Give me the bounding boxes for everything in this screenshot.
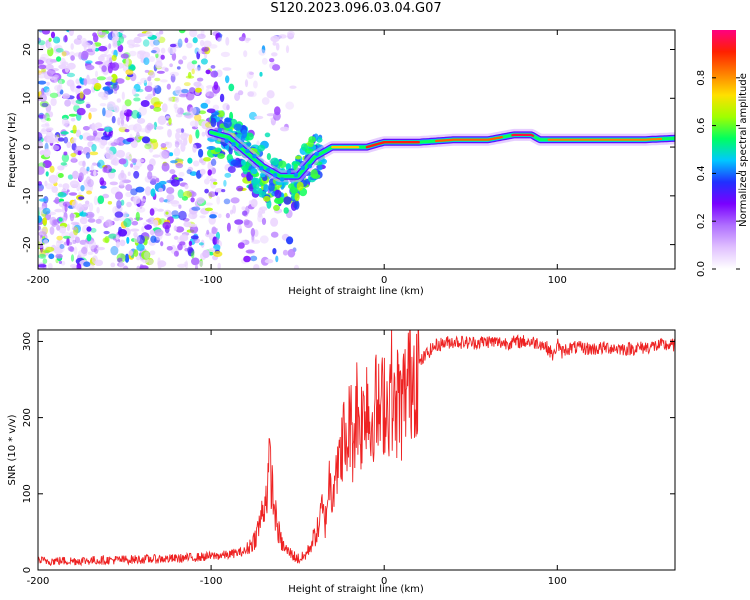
spectrogram-x-tick-label: -200	[27, 275, 50, 286]
spectrogram-xlabel: Height of straight line (km)	[288, 286, 424, 297]
spectrogram-x-tick-label: 0	[381, 275, 387, 286]
snr-frame	[37, 329, 676, 571]
snr-x-tick-label: -100	[200, 576, 223, 587]
figure-title: S120.2023.096.03.04.G07	[270, 1, 442, 16]
spectrogram-y-tick-label: 0	[22, 144, 33, 150]
spectrogram-frame	[37, 29, 676, 270]
snr-x-tick-label: -200	[27, 576, 50, 587]
spectrogram-y-tick-label: -20	[22, 236, 33, 252]
spectrogram-x-tick-label: 100	[548, 275, 567, 286]
snr-panel: -200 -100 0 100 0 100 200 300 Height of straigh…	[7, 329, 676, 595]
snr-x-tick-label: 0	[381, 576, 387, 587]
snr-x-tick-label: 100	[548, 576, 567, 587]
colorbar-tick-label: 0.6	[696, 118, 707, 134]
colorbar-tick-label: 0.4	[696, 165, 707, 181]
spectrogram-y-tick-label: 20	[22, 43, 33, 56]
colorbar-label: Normalized spectral amplitude	[738, 73, 749, 227]
colorbar: 0.0 0.2 0.4 0.6 0.8 Normalized spectral ampl…	[696, 30, 749, 277]
snr-y-tick-label: 0	[22, 567, 33, 573]
snr-y-tick-label: 200	[22, 408, 33, 427]
snr-ticks: -200 -100 0 100 0 100 200 300	[22, 330, 675, 587]
spectrogram-y-tick-label: 10	[22, 92, 33, 105]
snr-y-tick-label: 100	[22, 484, 33, 503]
snr-xlabel: Height of straight line (km)	[288, 584, 424, 595]
spectrogram-ylabel: Frequency (Hz)	[7, 112, 18, 188]
spectrogram-heatmap	[38, 30, 675, 269]
colorbar-tick-label: 0.8	[696, 70, 707, 86]
snr-ylabel: SNR (10 * v/v)	[7, 414, 18, 485]
colorbar-ticks: 0.0 0.2 0.4 0.6 0.8	[696, 70, 740, 277]
colorbar-gradient	[712, 30, 736, 269]
snr-series-line	[38, 330, 675, 567]
spectrogram-x-tick-label: -100	[200, 275, 223, 286]
spectrogram-y-tick-label: -10	[22, 188, 33, 204]
snr-y-tick-label: 300	[22, 332, 33, 351]
colorbar-tick-label: 0.0	[696, 261, 707, 277]
colorbar-tick-label: 0.2	[696, 213, 707, 229]
